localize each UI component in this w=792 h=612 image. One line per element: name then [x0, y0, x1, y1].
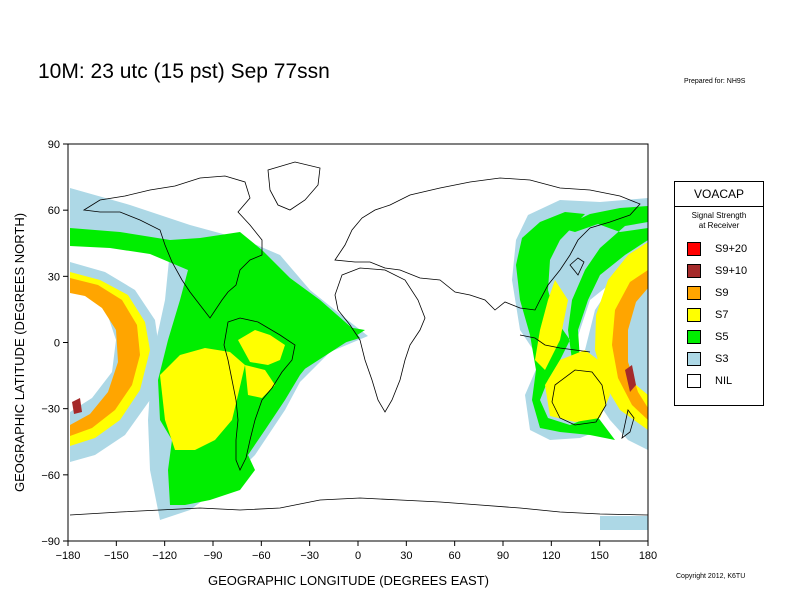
coverage-s3-bottom-strip — [600, 516, 648, 530]
coast-new-zealand — [621, 409, 635, 439]
coast-japan — [569, 257, 585, 276]
legend-item: S9 — [687, 286, 728, 300]
legend-label: S3 — [715, 353, 729, 365]
legend-swatch — [687, 374, 701, 388]
legend-subtitle-line1: Signal Strength — [691, 211, 747, 220]
coverage-s9-east-ring — [612, 270, 648, 420]
x-tick-label: 0 — [355, 550, 361, 562]
legend-item: S7 — [687, 308, 728, 322]
legend-label: S7 — [715, 309, 729, 321]
y-tick-label: 0 — [54, 338, 60, 350]
x-axis-ticks: −180 −150 −120 −90 −60 −30 0 30 60 90 120 150 180 — [56, 541, 657, 562]
coverage-s9-region — [70, 270, 648, 436]
legend-swatch — [687, 330, 701, 344]
coverage-s7-argentina — [245, 365, 275, 398]
coverage-s7-brazil — [238, 330, 285, 365]
map-title: 10M: 23 utc (15 pst) Sep 77ssn — [38, 60, 330, 83]
coast-australia — [551, 369, 607, 426]
x-tick-label: −60 — [252, 550, 271, 562]
coverage-s5-asia-pacific — [516, 206, 648, 440]
coast-south-america — [223, 317, 296, 471]
coverage-s3-top-left-strip — [70, 196, 140, 220]
x-tick-label: 90 — [497, 550, 509, 562]
x-tick-label: −30 — [300, 550, 319, 562]
y-tick-label: −90 — [41, 536, 60, 548]
coverage-s7-australia — [545, 350, 610, 422]
legend-label: S9+10 — [715, 265, 748, 277]
signal-legend: VOACAP Signal Strength at Receiver S9+20… — [674, 181, 764, 406]
coverage-s5-atlantic-beam — [275, 318, 365, 395]
signal-coverage-layer — [70, 188, 648, 530]
coverage-s7-south-pacific — [160, 348, 245, 450]
coast-indonesia — [519, 334, 591, 353]
x-tick-label: −150 — [104, 550, 129, 562]
coast-greenland — [267, 161, 321, 211]
legend-item: S3 — [687, 352, 728, 366]
legend-item: S9+10 — [687, 264, 747, 278]
coast-africa — [334, 267, 426, 413]
x-tick-label: 180 — [639, 550, 657, 562]
legend-subtitle: Signal Strength at Receiver — [675, 211, 763, 231]
x-tick-label: 120 — [542, 550, 560, 562]
legend-item: S5 — [687, 330, 728, 344]
y-tick-label: 30 — [48, 271, 60, 283]
x-tick-label: 60 — [449, 550, 461, 562]
y-tick-label: 60 — [48, 205, 60, 217]
x-axis-label: GEOGRAPHIC LONGITUDE (DEGREES EAST) — [208, 573, 489, 588]
coastline-layer — [69, 161, 648, 516]
y-tick-label: −30 — [41, 404, 60, 416]
legend-item: NIL — [687, 374, 732, 388]
legend-label: NIL — [715, 375, 733, 387]
coast-europe-asia — [334, 177, 641, 311]
legend-title: VOACAP — [675, 182, 763, 207]
x-tick-label: −90 — [204, 550, 223, 562]
legend-swatch — [687, 264, 701, 278]
legend-subtitle-line2: at Receiver — [698, 221, 740, 230]
legend-item: S9+20 — [687, 242, 747, 256]
legend-swatch — [687, 242, 701, 256]
coverage-s9p10-east-spot — [625, 365, 636, 392]
coverage-s9p10-west-spot — [72, 398, 82, 414]
y-tick-label: 90 — [48, 139, 60, 151]
coverage-s9p10-region — [72, 365, 636, 414]
coverage-s7-east-asia — [535, 280, 568, 370]
coverage-s9-west-ring — [70, 278, 140, 436]
legend-swatch — [687, 286, 701, 300]
x-tick-label: 30 — [400, 550, 412, 562]
legend-label: S9+20 — [715, 243, 748, 255]
legend-label: S5 — [715, 331, 729, 343]
y-axis-ticks: 90 60 30 0 −30 −60 −90 — [41, 139, 68, 548]
x-tick-label: −180 — [56, 550, 81, 562]
legend-swatch — [687, 308, 701, 322]
copyright-note: Copyright 2012, K6TU — [676, 573, 746, 580]
coverage-s5-mexico-arc — [180, 282, 240, 330]
legend-swatch — [687, 352, 701, 366]
x-tick-label: −120 — [152, 550, 177, 562]
coast-antarctica — [69, 497, 648, 516]
coast-north-america — [82, 175, 263, 319]
y-axis-label: GEOGRAPHIC LATITUDE (DEGREES NORTH) — [12, 212, 27, 492]
legend-label: S9 — [715, 287, 729, 299]
prepared-for-note: Prepared for: NH9S — [684, 78, 746, 85]
x-tick-label: 150 — [590, 550, 608, 562]
y-tick-label: −60 — [41, 470, 60, 482]
